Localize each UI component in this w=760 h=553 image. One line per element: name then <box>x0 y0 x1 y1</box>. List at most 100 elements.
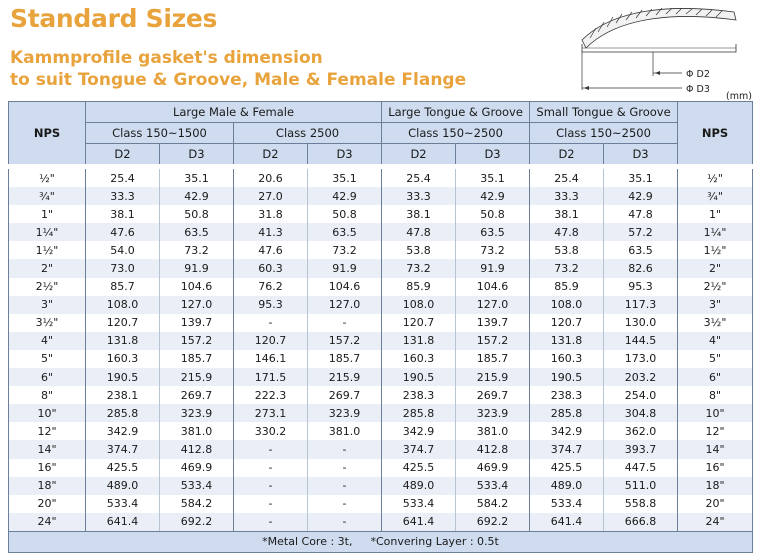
nps-cell: 1½" <box>677 241 754 260</box>
d3-cell: 104.6 <box>306 277 382 296</box>
nps-cell: 10" <box>677 404 754 423</box>
subheader-d3: D3 <box>603 143 679 167</box>
d2-cell: 47.6 <box>233 241 308 260</box>
d2-cell: 533.4 <box>381 494 456 513</box>
d3-cell: 47.8 <box>603 205 678 224</box>
d2-cell: 73.0 <box>85 259 160 278</box>
nps-cell: 1" <box>677 205 754 224</box>
d3-cell: 215.9 <box>306 368 382 387</box>
d3-cell: 254.0 <box>603 386 678 405</box>
d2-cell: 160.3 <box>381 349 456 369</box>
subheader-d2: D2 <box>233 143 308 167</box>
nps-cell: 4" <box>8 331 86 350</box>
nps-cell: ½" <box>677 164 754 188</box>
table-row: 18" 489.0 533.4- -489.0 533.4 489.0 511.0 18" <box>8 476 754 495</box>
d2-cell: 238.3 <box>381 386 456 405</box>
subtitle-line-2: to suit Tongue & Groove, Male & Female F… <box>10 70 467 90</box>
d2-cell: 33.3 <box>85 187 160 206</box>
nps-header-left: NPS <box>8 101 86 167</box>
d2-cell: 190.5 <box>85 368 160 387</box>
d2-cell: 285.8 <box>85 404 160 423</box>
d2-cell: 374.7 <box>85 440 160 459</box>
table-row: 2" 73.0 91.9 60.3 91.9 73.2 91.9 73.2 82.6 2" <box>8 259 754 278</box>
d2-cell: 342.9 <box>529 422 604 441</box>
d2-cell: 38.1 <box>529 205 604 224</box>
d2-cell: 33.3 <box>381 187 456 206</box>
nps-cell: 6" <box>677 368 754 387</box>
d3-cell: 362.0 <box>603 422 678 441</box>
d3-cell: 215.9 <box>455 368 530 387</box>
nps-cell: 5" <box>677 349 754 369</box>
d3-cell: 323.9 <box>306 404 382 423</box>
table-row: 20" 533.4 584.2- -533.4 584.2 533.4 558.8 20" <box>8 494 754 513</box>
d3-cell: 73.2 <box>306 241 382 260</box>
d3-cell: 269.7 <box>306 386 382 405</box>
d2-cell: 131.8 <box>85 331 160 350</box>
d3-cell: 393.7 <box>603 440 678 459</box>
d3-cell: 73.2 <box>455 241 530 260</box>
d2-cell: 73.2 <box>381 259 456 278</box>
page-subtitle: Kammprofile gasket's dimension to suit T… <box>10 47 466 91</box>
table-row: 12" 342.9 381.0 330.2 381.0 342.9 381.0 342.9 36… <box>8 422 754 441</box>
nps-cell: 2½" <box>8 277 86 296</box>
nps-cell: ½" <box>8 164 86 188</box>
d2-cell: 533.4 <box>529 494 604 513</box>
d2-cell: 108.0 <box>381 295 456 314</box>
d2-cell: 47.6 <box>85 223 160 242</box>
d2-cell: 85.9 <box>381 277 456 296</box>
d2-cell: 38.1 <box>85 205 160 224</box>
unit-label: (mm) <box>726 91 752 100</box>
nps-cell: 14" <box>8 440 86 459</box>
footnote-covering-layer: *Convering Layer : 0.5t <box>370 535 499 549</box>
d3-cell: 157.2 <box>159 331 234 350</box>
nps-cell: 8" <box>677 386 754 405</box>
d3-cell: 215.9 <box>159 368 234 387</box>
d3-cell: 584.2 <box>159 494 234 513</box>
class-header: Class 150~2500 <box>381 122 531 144</box>
d3-cell: 82.6 <box>603 259 678 278</box>
d3-cell: 323.9 <box>159 404 234 423</box>
d3-cell: 381.0 <box>306 422 382 441</box>
d3-cell: 469.9 <box>159 458 234 477</box>
d3-cell: 91.9 <box>306 259 382 278</box>
d2-cell: 425.5 <box>529 458 604 477</box>
nps-header-right: NPS <box>677 101 754 167</box>
subheader-d2: D2 <box>381 143 457 167</box>
d2-cell: 108.0 <box>85 295 160 314</box>
table-row: 16" 425.5 469.9- -425.5 469.9 425.5 447.5 16" <box>8 458 754 477</box>
d2-cell: 425.5 <box>381 458 456 477</box>
d3-cell: 104.6 <box>455 277 530 296</box>
d2-cell: 641.4 <box>85 512 160 532</box>
d3-cell: 157.2 <box>306 331 382 350</box>
group-header-large-male-female: Large Male & Female <box>84 101 383 123</box>
d2-cell: 160.3 <box>85 349 160 369</box>
d3-cell: - <box>306 440 382 459</box>
footnote-metal-core: *Metal Core : 3t, <box>262 535 353 549</box>
d3-cell: 304.8 <box>603 404 678 423</box>
subheader-d3: D3 <box>159 143 234 167</box>
d2-cell: 641.4 <box>529 512 604 532</box>
d2-cell: 53.8 <box>529 241 604 260</box>
table-row: ¾" 33.3 42.9 27.0 42.9 33.3 42.9 33.3 42.9 ¾" <box>8 187 754 206</box>
d2-cell: 41.3 <box>233 223 308 242</box>
d3-cell: 381.0 <box>159 422 234 441</box>
d2-cell: - <box>233 313 308 332</box>
d3-cell: 584.2 <box>455 494 530 513</box>
nps-cell: 8" <box>8 386 86 405</box>
group-header-large-tongue-groove: Large Tongue & Groove <box>381 101 531 123</box>
class-header: Class 150~1500 <box>85 122 234 144</box>
d3-cell: 173.0 <box>603 349 678 369</box>
table-row: 4" 131.8 157.2 120.7 157.2 131.8 157.2 131.8 144… <box>8 331 754 350</box>
d2-cell: 190.5 <box>381 368 456 387</box>
d2-cell: - <box>233 458 308 477</box>
d2-cell: 273.1 <box>233 404 308 423</box>
table-row: 5" 160.3 185.7 146.1 185.7 160.3 185.7 160.3 173… <box>8 349 754 369</box>
nps-cell: 16" <box>677 458 754 477</box>
table-row: 1" 38.1 50.8 31.8 50.8 38.1 50.8 38.1 47.8 1" <box>8 205 754 224</box>
d3-cell: 469.9 <box>455 458 530 477</box>
table-row: 10" 285.8 323.9 273.1 323.9 285.8 323.9 285.8 30… <box>8 404 754 423</box>
d3-cell: 63.5 <box>603 241 678 260</box>
table-row: 6" 190.5 215.9 171.5 215.9 190.5 215.9 190.5 203… <box>8 368 754 387</box>
d3-cell: - <box>306 458 382 477</box>
nps-cell: 12" <box>8 422 86 441</box>
